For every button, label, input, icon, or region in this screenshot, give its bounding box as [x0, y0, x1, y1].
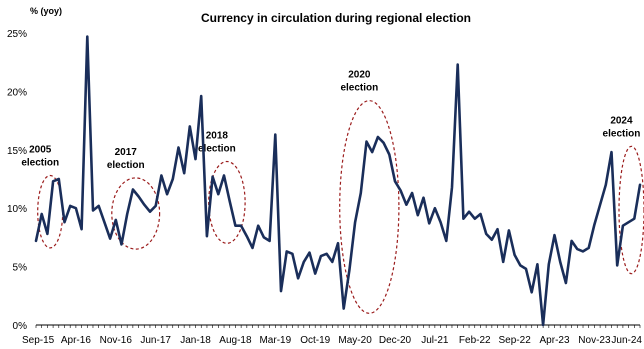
- x-tick-label: Nov-23: [578, 335, 611, 346]
- y-tick-label: 5%: [13, 263, 28, 274]
- x-tick-label: Oct-19: [300, 335, 330, 346]
- x-tick-label: Jan-18: [180, 335, 211, 346]
- axes: 0% 5% 10% 15% 20% 25% Sep-15 Apr-16 Nov-16 Jun-17…: [7, 29, 642, 346]
- x-tick-label: Jun-24: [611, 335, 642, 346]
- election-ellipse: [111, 177, 161, 250]
- x-tick-label: May-20: [338, 335, 372, 346]
- x-tick-label: Dec-20: [379, 335, 412, 346]
- election-label: election: [21, 157, 59, 168]
- series-layer: [34, 35, 642, 327]
- x-tick-label: Jul-21: [421, 335, 449, 346]
- x-tick-label: Apr-16: [61, 335, 91, 346]
- election-label: election: [340, 83, 378, 94]
- x-tick-label: Apr-23: [540, 335, 570, 346]
- x-tick-label: Mar-19: [259, 335, 291, 346]
- election-label: election: [198, 143, 236, 154]
- election-label: 2024: [610, 115, 633, 126]
- election-ellipse: [339, 100, 400, 314]
- y-axis-label: % (yoy): [30, 6, 62, 16]
- y-tick-label: 15%: [7, 146, 27, 157]
- y-tick-label: 20%: [7, 87, 27, 98]
- election-ellipse: [208, 160, 246, 244]
- x-tick-label: Aug-18: [219, 335, 252, 346]
- election-label: 2020: [348, 70, 371, 81]
- x-tick-label: Sep-22: [499, 335, 532, 346]
- election-annotations: 2005 election 2017 election 2018 election 2020…: [21, 70, 644, 314]
- chart-title: Currency in circulation during regional …: [201, 11, 471, 25]
- x-tick-label: Feb-22: [459, 335, 491, 346]
- y-tick-label: 10%: [7, 204, 27, 215]
- series-line: [34, 35, 642, 327]
- election-label: election: [603, 128, 641, 139]
- election-ellipse: [618, 145, 644, 275]
- y-tick-label: 0%: [13, 321, 28, 332]
- election-label: election: [107, 160, 145, 171]
- x-tick-label: Nov-16: [100, 335, 133, 346]
- y-tick-label: 25%: [7, 29, 27, 40]
- election-label: 2017: [115, 147, 138, 158]
- election-label: 2018: [206, 130, 229, 141]
- x-tick-label: Sep-15: [22, 335, 55, 346]
- x-tick-label: Jun-17: [140, 335, 171, 346]
- election-label: 2005: [29, 144, 52, 155]
